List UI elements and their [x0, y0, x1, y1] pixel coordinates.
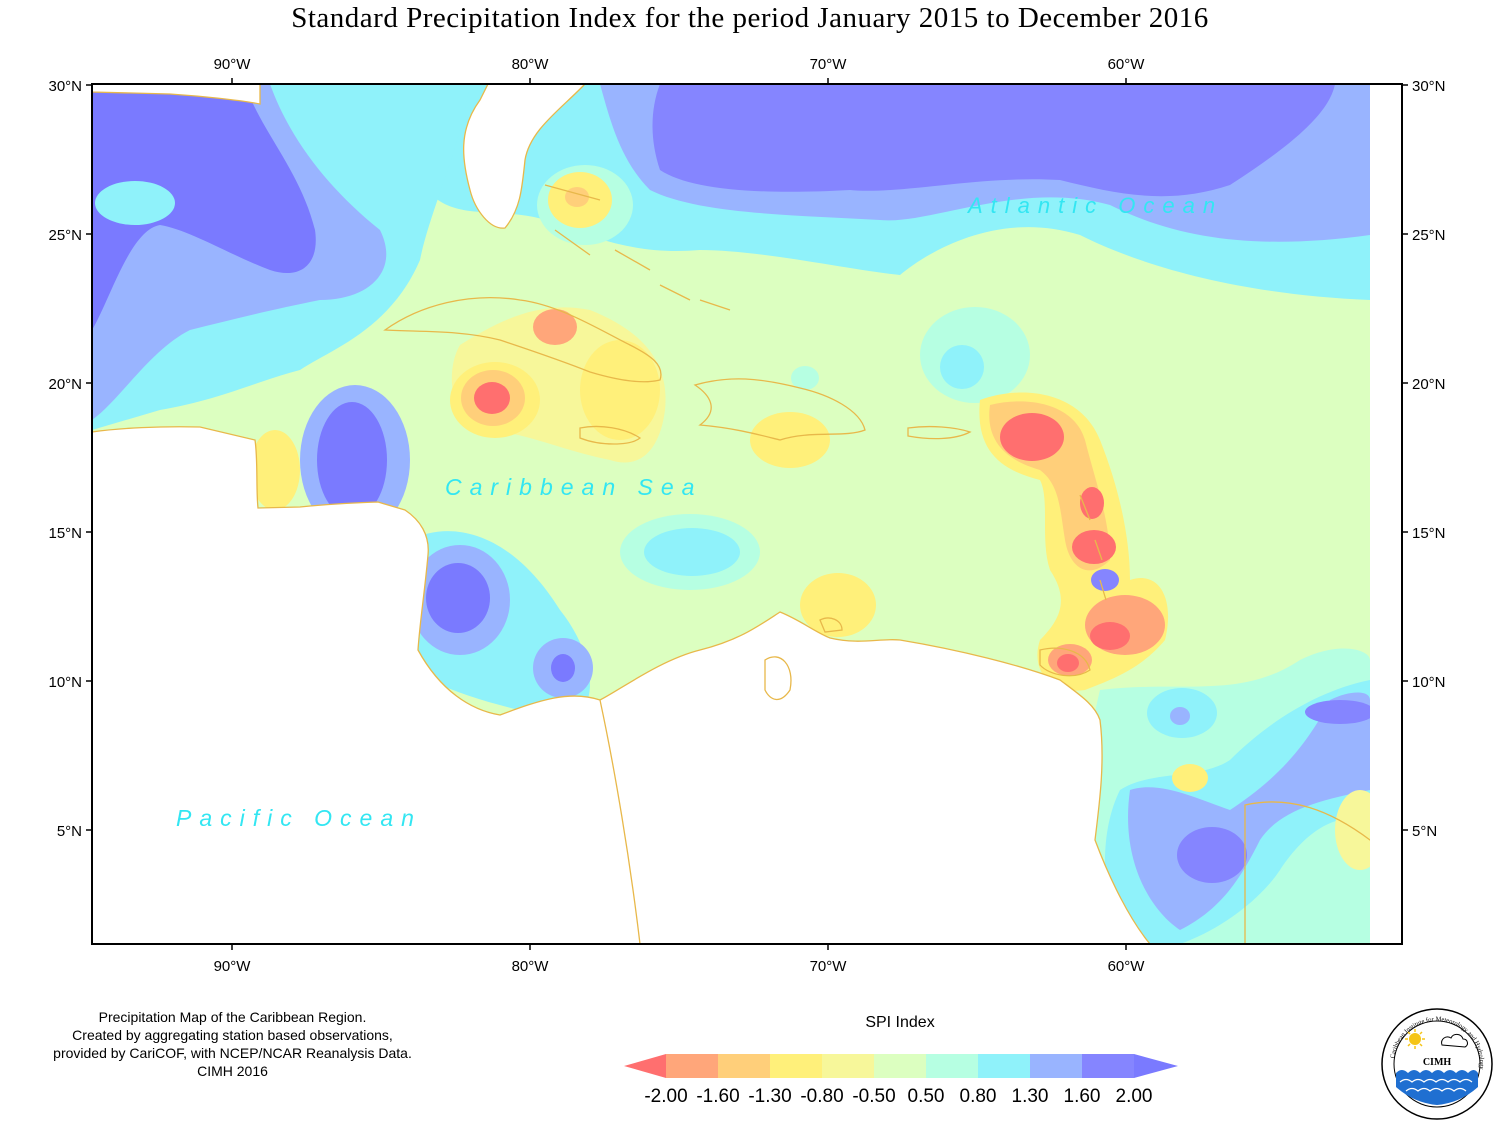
- windward-wet-spot: [1091, 569, 1119, 591]
- legend-label: 1.60: [1063, 1086, 1101, 1107]
- legend-label: -0.80: [800, 1086, 844, 1107]
- credit-line-1: Precipitation Map of the Caribbean Regio…: [98, 1009, 367, 1025]
- caribbean-sea-label: Caribbean Sea: [445, 474, 702, 500]
- gulf-very-wet-zone: [92, 84, 316, 330]
- florida: [463, 83, 587, 229]
- lon-label-bottom-70w: 70°W: [810, 958, 848, 975]
- sun-icon: [1405, 1029, 1425, 1049]
- legend-title: SPI Index: [865, 1014, 935, 1031]
- leeward-islands-dry-spot: [1000, 413, 1064, 461]
- legend-label: -0.50: [852, 1086, 896, 1107]
- lat-label-left-25n: 25°N: [48, 227, 82, 244]
- legend-label: -2.00: [644, 1086, 688, 1107]
- logo-name: CIMH: [1423, 1057, 1452, 1068]
- pacific-ocean-label: Pacific Ocean: [176, 805, 422, 831]
- lon-label-top-60w: 60°W: [1108, 56, 1146, 73]
- legend-swatch: [822, 1054, 874, 1078]
- legend-labels: -2.00 -1.60 -1.30 -0.80 -0.50 0.50 0.80 1.30 1.6…: [620, 1086, 1190, 1112]
- central-caribbean-wet-spot: [644, 528, 740, 576]
- legend-swatch: [1082, 1054, 1134, 1078]
- legend-label: -1.30: [748, 1086, 792, 1107]
- lat-label-left-10n: 10°N: [48, 674, 82, 691]
- cuba: [383, 297, 662, 383]
- lon-label-bottom-90w: 90°W: [214, 958, 252, 975]
- credit-line-2: Created by aggregating station based obs…: [72, 1027, 393, 1043]
- guyana-very-wet-spot: [1177, 827, 1247, 883]
- land-masses: [91, 83, 1403, 945]
- legend-swatch: [718, 1054, 770, 1078]
- island-outlines: [383, 184, 1107, 701]
- legend-label: -1.60: [696, 1086, 740, 1107]
- lon-label-bottom-60w: 60°W: [1108, 958, 1146, 975]
- spi-map: Atlantic Ocean Caribbean Sea Pacific Oce…: [48, 56, 1446, 975]
- nicaragua-wet-spot: [426, 563, 490, 633]
- lat-label-left-30n: 30°N: [48, 78, 82, 95]
- legend-label: 2.00: [1115, 1086, 1153, 1107]
- jamaica: [579, 425, 642, 445]
- lat-label-right-10n: 10°N: [1412, 674, 1446, 691]
- credit-line-3: provided by CariCOF, with NCEP/NCAR Rean…: [53, 1045, 412, 1061]
- atlantic-very-wet-zone: [652, 84, 1335, 197]
- map-frame: [91, 83, 1403, 945]
- spi-field: [92, 84, 1402, 944]
- lat-label-right-5n: 5°N: [1412, 823, 1437, 840]
- legend-label: 0.80: [959, 1086, 997, 1107]
- map-title: Standard Precipitation Index for the per…: [291, 2, 1209, 34]
- legend-swatch-above-max: [1134, 1054, 1178, 1078]
- bahamas: [544, 184, 731, 311]
- cimh-logo: Caribbean Institute for Meteorology and …: [1381, 1008, 1493, 1120]
- lon-label-top-80w: 80°W: [512, 56, 550, 73]
- lat-label-right-30n: 30°N: [1412, 78, 1446, 95]
- gulf-moist-spot: [95, 181, 175, 225]
- central-america: [91, 426, 641, 945]
- lat-label-right-15n: 15°N: [1412, 525, 1446, 542]
- legend-label: 0.50: [907, 1086, 945, 1107]
- lat-label-left-5n: 5°N: [57, 823, 82, 840]
- cuba-dry-spot: [533, 309, 577, 345]
- legend-swatch: [874, 1054, 926, 1078]
- credit-line-4: CIMH 2016: [197, 1063, 268, 1079]
- lat-label-right-25n: 25°N: [1412, 227, 1446, 244]
- legend-swatch: [770, 1054, 822, 1078]
- legend-swatch: [926, 1054, 978, 1078]
- hispaniola: [693, 378, 866, 441]
- trinidad: [1039, 647, 1091, 677]
- atlantic-ocean-label: Atlantic Ocean: [966, 193, 1223, 218]
- legend-swatch-below-min: [624, 1054, 666, 1078]
- lon-label-top-90w: 90°W: [214, 56, 252, 73]
- legend-label: 1.30: [1011, 1086, 1049, 1107]
- map-credit: Precipitation Map of the Caribbean Regio…: [20, 1008, 445, 1080]
- lon-label-bottom-80w: 80°W: [512, 958, 550, 975]
- cloud-icon: [1441, 1033, 1468, 1048]
- tick-marks: [86, 78, 1408, 950]
- legend-colorbar: [624, 1054, 1178, 1078]
- waves-icon: [1396, 1070, 1478, 1105]
- puerto-rico: [907, 425, 972, 440]
- legend-swatch: [666, 1054, 718, 1078]
- legend-swatch: [978, 1054, 1030, 1078]
- venezuela-coast-dry-spot: [800, 573, 876, 637]
- jamaica-dry-spot: [474, 382, 510, 414]
- lat-label-left-20n: 20°N: [48, 376, 82, 393]
- lon-label-top-70w: 70°W: [810, 56, 848, 73]
- lat-label-right-20n: 20°N: [1412, 376, 1446, 393]
- map-svg: Atlantic Ocean Caribbean Sea Pacific Oce…: [48, 56, 1446, 975]
- legend-swatch: [1030, 1054, 1082, 1078]
- honduras-gulf-wet-spot: [317, 402, 387, 518]
- lat-label-left-15n: 15°N: [48, 525, 82, 542]
